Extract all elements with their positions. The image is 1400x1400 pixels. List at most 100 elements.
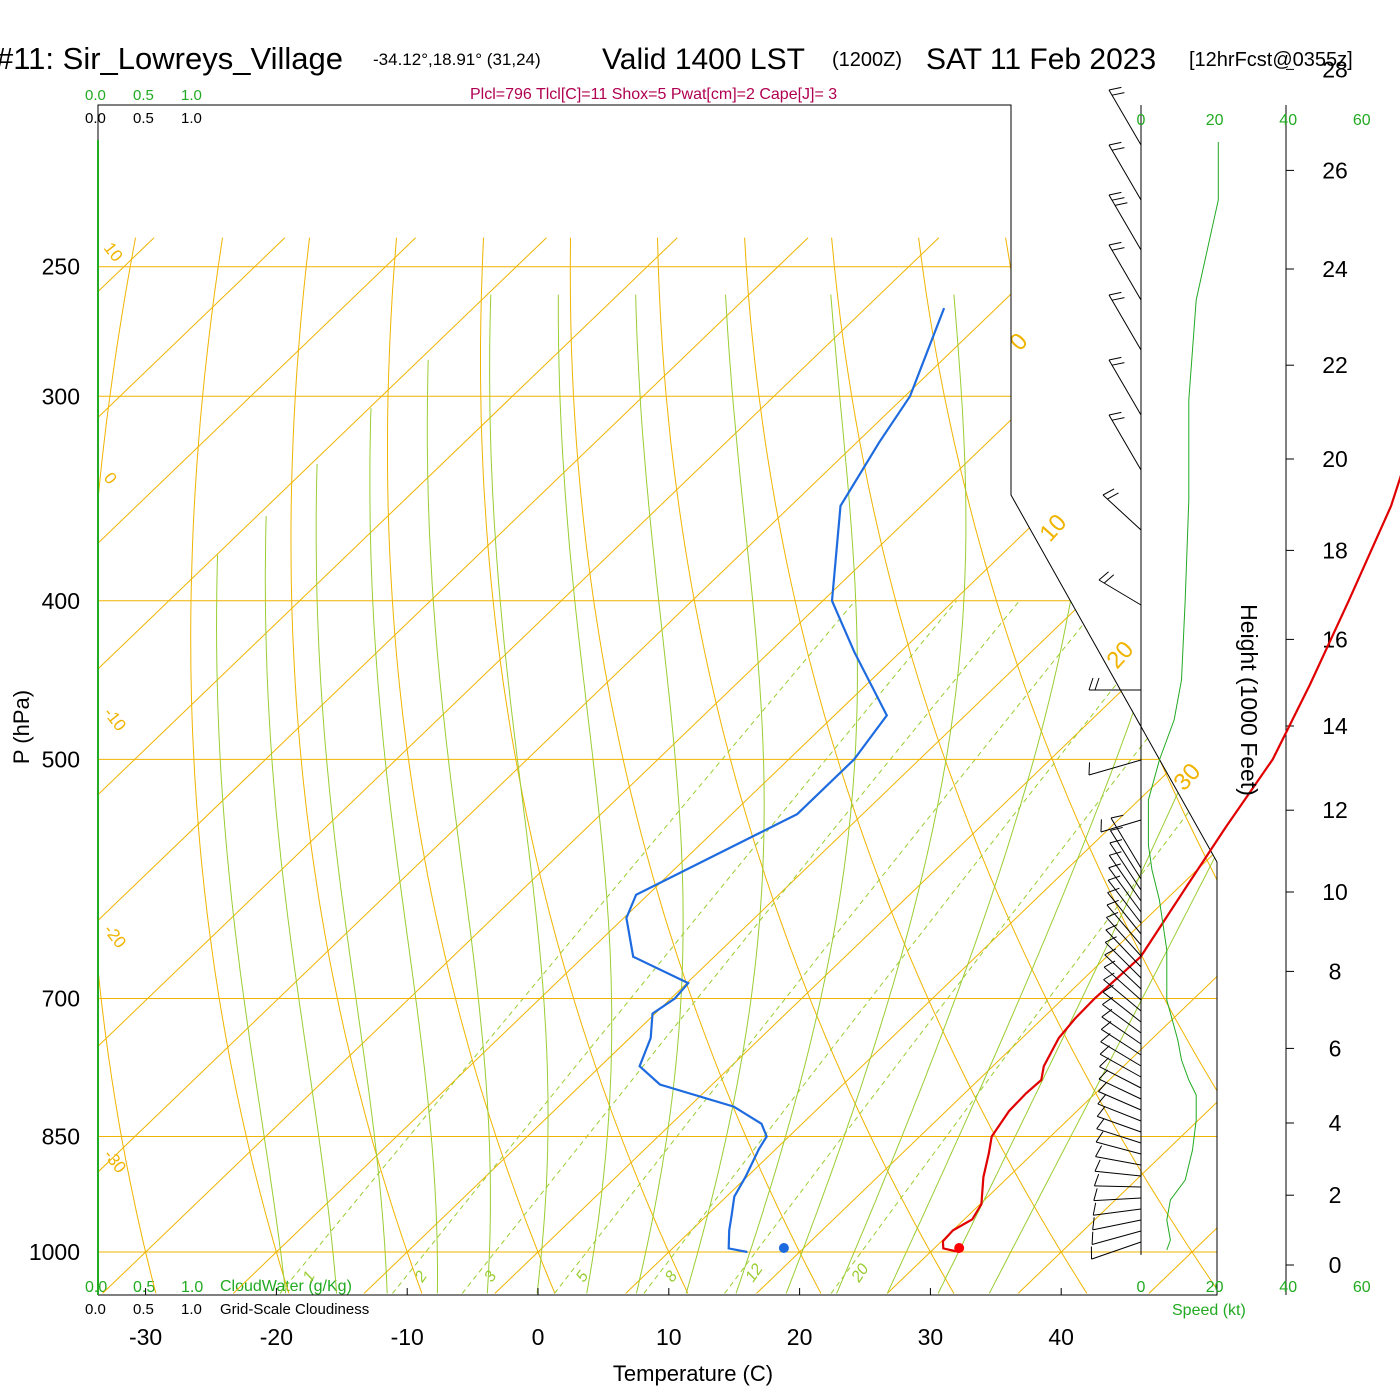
height-tick-label: 28	[1322, 56, 1348, 82]
surface-dewpoint-marker	[778, 1243, 789, 1253]
wind-barb-staff	[1105, 929, 1142, 968]
dry-adiabat-line	[831, 237, 1217, 1294]
isotherm-line	[1017, 237, 1217, 1294]
moist-adiabat-line	[785, 294, 967, 1294]
x-tick-label: 30	[918, 1324, 944, 1350]
wind-barb-flag	[1101, 1008, 1113, 1018]
wind-barb	[1096, 1106, 1142, 1133]
wind-barb	[1109, 839, 1142, 891]
isotherm-line	[98, 237, 1071, 1294]
wind-barb-flag	[1102, 984, 1114, 993]
wind-barb	[1106, 911, 1142, 957]
wind-barb-flag	[1111, 417, 1125, 421]
wind-barb-flag	[1096, 1118, 1105, 1130]
wind-barb-flag	[1091, 1231, 1094, 1245]
cloudiness-scale-top-2: 1.0	[181, 110, 202, 127]
speed-tick-label-top: 0	[1137, 112, 1146, 129]
dry-adiabat-line	[918, 237, 1217, 1294]
wind-barb-flag	[1104, 948, 1117, 956]
wind-barb-flag	[1098, 1069, 1109, 1080]
cloudwater-scale-top-1: 0.5	[133, 87, 154, 104]
wind-barb-flag	[1094, 677, 1100, 691]
dry-adiabat-line	[657, 237, 955, 1294]
wind-barb	[1108, 241, 1142, 301]
mixing-ratio-line	[279, 600, 856, 1294]
wind-barb-flag	[1098, 571, 1109, 581]
plot-border	[97, 104, 1218, 1296]
wind-barb-flag	[1093, 1173, 1100, 1187]
wind-barb-staff	[1101, 1016, 1142, 1045]
speed-tick-label-bottom: 40	[1279, 1279, 1297, 1296]
wind-barb-flag	[1111, 92, 1125, 96]
isotherm-line	[98, 237, 417, 1294]
cloudwater-scale-top-0: 0.0	[85, 87, 106, 104]
wind-barb-staff	[1108, 867, 1142, 913]
valid-time: Valid 1400 LST	[602, 43, 805, 76]
wind-barb-staff	[1095, 1156, 1142, 1166]
height-tick-label: 6	[1329, 1035, 1342, 1061]
wind-barb-staff	[1091, 1230, 1142, 1245]
wind-barb-flag	[1108, 141, 1122, 146]
wind-barb-flag	[1111, 247, 1125, 251]
wind-barb	[1102, 488, 1142, 531]
wind-barb-staff	[1095, 1141, 1142, 1155]
wind-barb-staff	[1099, 1053, 1142, 1078]
height-tick-label: 2	[1329, 1182, 1342, 1208]
height-tick-label: 26	[1322, 157, 1348, 183]
height-tick-label: 4	[1329, 1110, 1342, 1136]
wind-barb-staff	[1097, 1115, 1142, 1133]
height-tick-label: 14	[1322, 713, 1348, 739]
axis-ticks: -30 -20 -10 0 10 20 30 402503004005007008501000…	[29, 56, 1348, 1350]
wind-barb-flag	[1103, 972, 1115, 981]
wind-barb-flag	[1097, 1093, 1107, 1105]
isotherm-line	[98, 237, 678, 1294]
wind-barb	[1093, 1188, 1142, 1202]
pressure-tick-label: 1000	[29, 1239, 80, 1265]
isotherm-line	[756, 237, 1217, 1294]
wind-barb	[1100, 1021, 1142, 1056]
wind-barb-staff	[1091, 1241, 1142, 1260]
wind-barb-staff	[1092, 1219, 1142, 1231]
wind-barb	[1108, 141, 1142, 201]
station-title: #11: Sir_Lowreys_Village	[0, 41, 343, 76]
wind-barb-staff	[1108, 244, 1142, 301]
moist-adiabat-line	[937, 294, 1217, 1294]
wind-speed-line	[1147, 142, 1219, 1251]
wind-barb-flag	[1108, 411, 1122, 416]
wind-barb-staff	[1096, 1128, 1142, 1144]
x-tick-label: 40	[1048, 1324, 1074, 1350]
wind-barb-flag	[1103, 960, 1116, 968]
wind-barb-flag	[1107, 875, 1121, 881]
dry-adiabat-line	[387, 237, 556, 1294]
wind-barb	[1103, 960, 1142, 1001]
dry-adiabat-line	[190, 237, 290, 1294]
wind-barb-flag	[1093, 1188, 1098, 1201]
pressure-tick-label: 400	[42, 588, 80, 614]
wind-barb	[1096, 1118, 1142, 1144]
wind-barb-flag	[1106, 899, 1119, 906]
wind-barb-staff	[1088, 759, 1142, 776]
x-tick-label: 0	[532, 1324, 545, 1350]
wind-barb-staff	[1104, 941, 1142, 979]
wind-barb-flag	[1103, 574, 1115, 584]
cloudiness-scale-top-1: 0.5	[133, 110, 154, 127]
speed-tick-label-top: 60	[1353, 112, 1371, 129]
wind-barb-flag	[1099, 1057, 1109, 1068]
wind-barb-flag	[1088, 762, 1091, 776]
wind-barb-flag	[1105, 936, 1117, 943]
isotherm-line	[98, 237, 547, 1294]
wind-barb	[1110, 814, 1142, 869]
moist-adiabat-line	[315, 463, 388, 1294]
wind-barb	[1103, 972, 1142, 1012]
wind-barb-flag	[1088, 677, 1094, 691]
wind-barb-staff	[1102, 1004, 1142, 1034]
height-tick-label: 18	[1322, 537, 1348, 563]
height-tick-label: 22	[1322, 352, 1348, 378]
x-tick-label: 20	[787, 1324, 813, 1350]
wind-barb-staff	[1108, 414, 1142, 471]
pressure-tick-label: 500	[42, 746, 80, 772]
wind-barb	[1107, 875, 1142, 924]
wind-barb-staff	[1110, 817, 1142, 869]
